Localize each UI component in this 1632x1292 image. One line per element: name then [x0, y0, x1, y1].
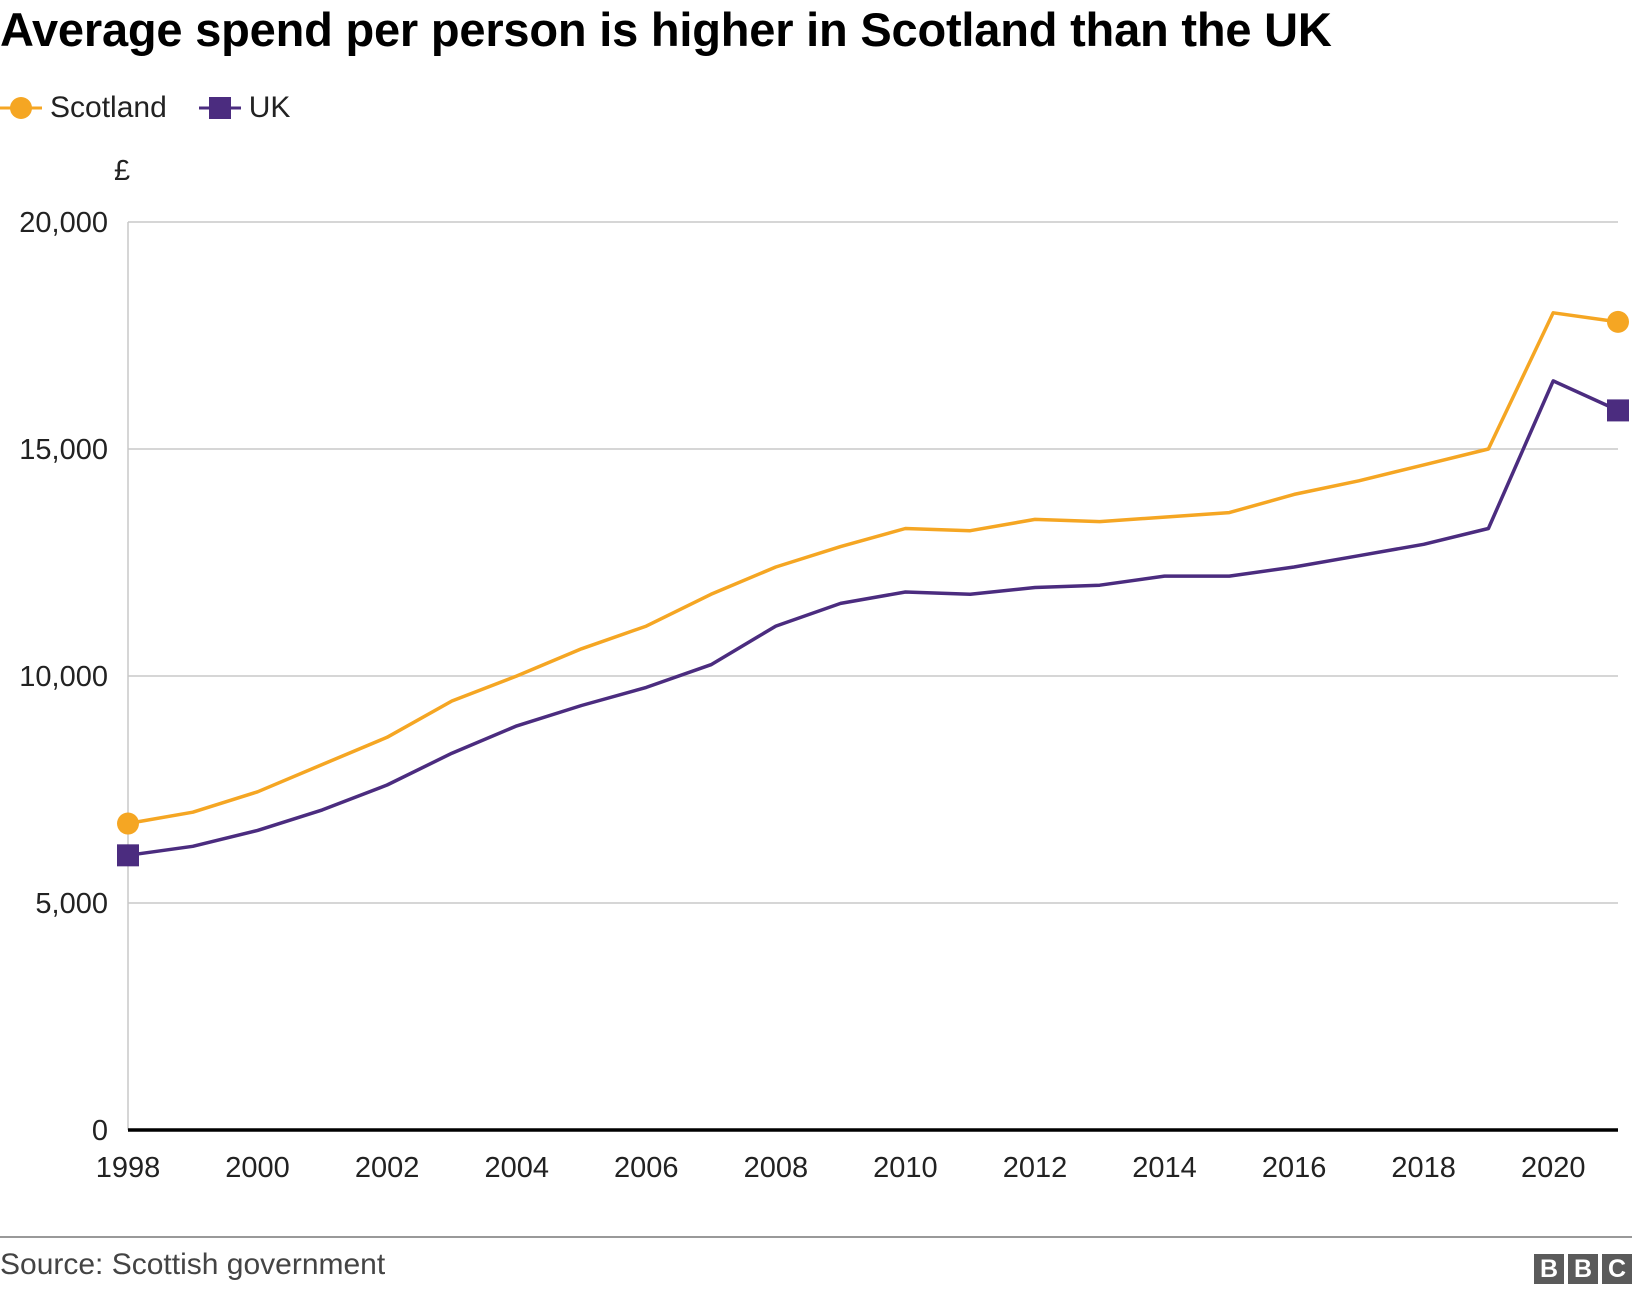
data-point-scotland: [1607, 310, 1629, 333]
footer-divider: [0, 1236, 1632, 1238]
legend: Scotland UK: [0, 88, 322, 128]
legend-item-scotland: Scotland: [0, 91, 167, 125]
line-chart: £ 0 5,000 10,000 15,000 20,000 1998 2000 2002 2…: [19, 155, 1629, 1184]
data-point-scotland: [117, 812, 139, 835]
x-tick-label: 2018: [1391, 1152, 1456, 1184]
x-tick-label: 2016: [1262, 1152, 1327, 1184]
logo-letter: C: [1602, 1254, 1632, 1284]
data-point-uk: [117, 844, 139, 867]
legend-item-uk: UK: [198, 91, 291, 125]
y-tick-label: 0: [92, 1115, 108, 1147]
data-point-uk: [1607, 399, 1629, 422]
source-note: Source: Scottish government: [0, 1248, 386, 1281]
x-tick-label: 2012: [1003, 1152, 1068, 1184]
y-tick-label: 5,000: [35, 888, 108, 920]
x-axis-tick-labels: 1998 2000 2002 2004 2006 2008 2010 2012 2014 2016…: [96, 1152, 1586, 1184]
x-tick-label: 2014: [1132, 1152, 1197, 1184]
logo-letter: B: [1568, 1254, 1598, 1284]
x-tick-label: 2008: [744, 1152, 809, 1184]
x-tick-label: 2000: [225, 1152, 290, 1184]
series-lines: [127, 311, 1619, 858]
chart-title: Average spend per person is higher in Sc…: [0, 3, 1332, 56]
y-tick-label: 10,000: [19, 661, 108, 693]
x-tick-label: 1998: [96, 1152, 161, 1184]
legend-label-uk: UK: [248, 91, 291, 124]
x-tick-label: 2004: [484, 1152, 549, 1184]
x-tick-label: 2010: [873, 1152, 938, 1184]
x-tick-label: 2006: [614, 1152, 679, 1184]
legend-marker-uk: [198, 97, 241, 119]
series-line-scotland: [127, 311, 1619, 826]
bbc-logo: B B C: [1530, 1254, 1632, 1284]
y-tick-label: 15,000: [19, 434, 108, 466]
logo-letter: B: [1534, 1254, 1564, 1284]
gridlines: [127, 221, 1618, 1132]
x-tick-label: 2020: [1521, 1152, 1586, 1184]
y-axis-unit-label: £: [114, 155, 130, 187]
series-markers: [117, 310, 1629, 867]
y-axis-tick-labels: 0 5,000 10,000 15,000 20,000: [19, 207, 108, 1147]
legend-marker-scotland: [0, 97, 42, 119]
x-tick-label: 2002: [355, 1152, 420, 1184]
y-tick-label: 20,000: [19, 207, 108, 239]
series-line-uk: [127, 379, 1619, 858]
legend-label-scotland: Scotland: [50, 91, 167, 124]
